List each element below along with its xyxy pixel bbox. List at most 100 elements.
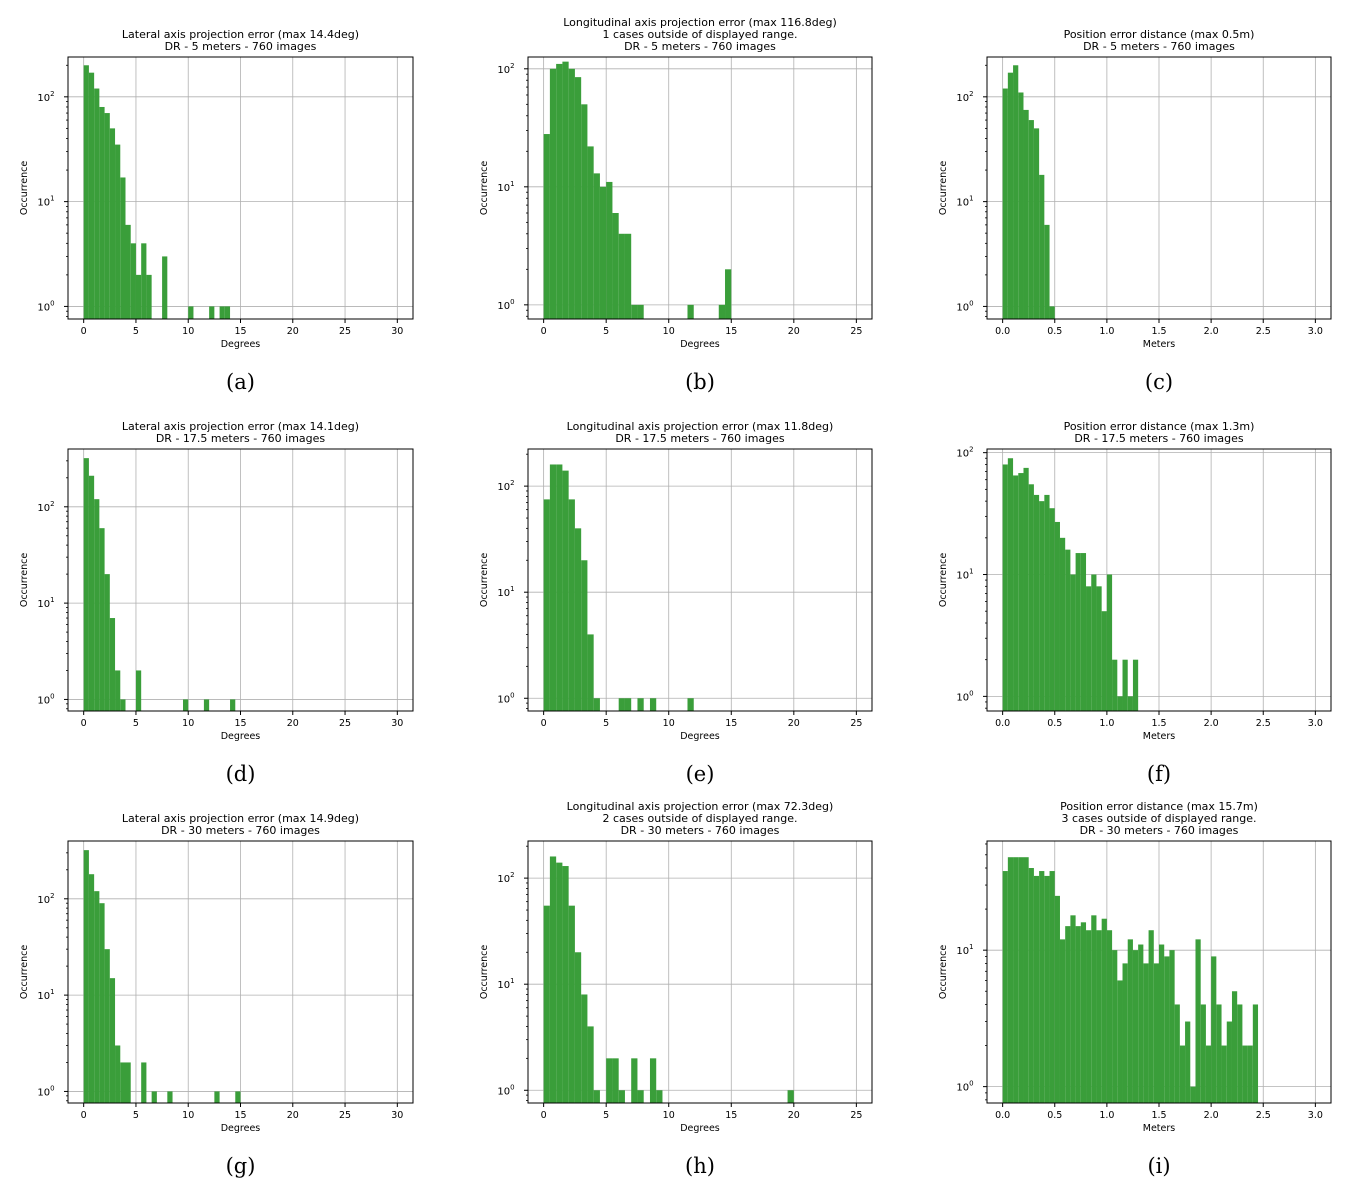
histogram-bar: [1252, 1004, 1259, 1103]
histogram-bar: [787, 1090, 794, 1103]
x-tick-label: 1.5: [1151, 718, 1166, 729]
chart-title: Lateral axis projection error (max 14.4d…: [122, 28, 359, 41]
histogram-bar: [1033, 875, 1040, 1103]
histogram-bar: [162, 256, 168, 319]
y-tick-label: 100: [956, 299, 973, 313]
histogram-bar: [593, 173, 600, 319]
subplot-d: 0 5 10 15 20 25 30 100 101 102 Degrees Occurrence La…: [19, 420, 414, 786]
histogram-bar: [549, 856, 557, 1103]
histogram-bar: [599, 186, 607, 319]
histogram-bar: [1106, 930, 1113, 1103]
x-tick-label: 3.0: [1308, 326, 1323, 337]
histogram-bar: [1044, 224, 1050, 319]
histogram-bar: [581, 104, 588, 319]
histogram-bar: [125, 224, 131, 319]
subplot-e: 0 5 10 15 20 25 100 101 102 Degrees Occurrence Long…: [479, 420, 873, 786]
y-axis-label: Occurrence: [19, 553, 30, 607]
histogram-bar: [1044, 494, 1050, 711]
x-tick-label: 10: [182, 1110, 194, 1121]
y-tick-label: 101: [37, 195, 54, 209]
subfigure-caption: (b): [685, 370, 715, 394]
x-tick-label: 20: [287, 1110, 299, 1121]
chart-title: 3 cases outside of displayed range.: [1062, 812, 1257, 825]
chart-title: DR - 30 meters - 760 images: [621, 824, 780, 837]
x-axis-label: Degrees: [680, 731, 720, 742]
x-tick-label: 0.0: [995, 1110, 1010, 1121]
histogram-bar: [141, 1062, 147, 1103]
histogram-bar: [235, 1091, 241, 1103]
histogram-bar: [1174, 1004, 1180, 1103]
x-tick-label: 1.5: [1151, 326, 1166, 337]
histogram-bar: [1200, 1004, 1206, 1103]
histogram-bar: [1185, 1021, 1191, 1103]
x-tick-label: 10: [663, 326, 675, 337]
histogram-bar: [593, 1090, 600, 1103]
histogram-bar: [1039, 174, 1045, 319]
histogram-bar: [1117, 980, 1123, 1103]
histogram-bar: [725, 269, 732, 319]
histogram-bar: [1044, 875, 1050, 1103]
histogram-bar: [1023, 467, 1029, 711]
x-tick-label: 2.5: [1256, 1110, 1271, 1121]
y-axis-label: Occurrence: [19, 945, 30, 999]
x-tick-label: 10: [182, 326, 194, 337]
histogram-bar: [631, 304, 638, 319]
x-tick-label: 15: [725, 326, 737, 337]
histogram-bar: [188, 306, 194, 319]
histogram-bar: [1122, 659, 1128, 711]
histogram-bar: [568, 905, 575, 1103]
x-axis-label: Meters: [1143, 731, 1176, 742]
y-axis-label: Occurrence: [479, 161, 490, 215]
histogram-bar: [1049, 306, 1055, 319]
histogram-bar: [130, 243, 136, 319]
histogram-bar: [1112, 659, 1118, 711]
histogram-bar: [1122, 963, 1128, 1103]
x-tick-label: 30: [391, 1110, 403, 1121]
x-tick-label: 30: [391, 718, 403, 729]
x-tick-label: 1.0: [1099, 326, 1114, 337]
x-tick-label: 0: [81, 326, 87, 337]
histogram-bar: [135, 274, 142, 319]
histogram-bar: [1013, 475, 1019, 711]
histogram-bar: [1242, 1045, 1248, 1103]
x-tick-label: 1.0: [1099, 1110, 1114, 1121]
histogram-bar: [1023, 109, 1029, 320]
histogram-bar: [83, 458, 89, 711]
histogram-bar: [1007, 857, 1014, 1103]
y-tick-label: 102: [956, 446, 973, 460]
y-tick-label: 102: [497, 62, 514, 76]
y-tick-label: 102: [497, 871, 514, 885]
chart-title: Position error distance (max 15.7m): [1060, 800, 1258, 813]
subplot-c: 0.0 0.5 1.0 1.5 2.0 2.5 3.0 100 101 102 Meters Occu…: [938, 28, 1332, 394]
histogram-bar: [637, 304, 644, 319]
histogram-bar: [88, 475, 95, 711]
histogram-bar: [1132, 950, 1139, 1103]
histogram-bar: [1096, 586, 1102, 711]
y-axis-label: Occurrence: [19, 161, 30, 215]
x-axis-label: Degrees: [680, 1123, 720, 1134]
histogram-bar: [94, 891, 100, 1103]
histogram-bar: [1059, 537, 1066, 711]
histogram-bar: [606, 181, 613, 319]
histogram-bar: [1190, 1086, 1196, 1103]
histogram-bar: [1033, 494, 1040, 711]
x-tick-label: 2.0: [1204, 326, 1219, 337]
x-tick-label: 0.0: [995, 326, 1010, 337]
subplot-b: 0 5 10 15 20 25 100 101 102 Degrees Occurrence Long…: [479, 16, 873, 394]
histogram-bar: [1086, 930, 1092, 1103]
histogram-bar: [1205, 1045, 1212, 1103]
histogram-bar: [587, 1026, 594, 1103]
histogram-bar: [1002, 464, 1008, 711]
histogram-bar: [1101, 918, 1107, 1103]
histogram-bar: [115, 144, 121, 319]
histogram-bar: [1195, 939, 1201, 1103]
histogram-bar: [120, 177, 126, 319]
x-tick-label: 0.5: [1047, 718, 1062, 729]
histogram-bar: [1153, 963, 1159, 1103]
histogram-bar: [656, 1090, 663, 1103]
chart-title: DR - 30 meters - 760 images: [1080, 824, 1239, 837]
histogram-bar: [99, 903, 105, 1103]
x-tick-label: 20: [788, 326, 800, 337]
histogram-bar: [1065, 926, 1071, 1103]
histogram-bar: [1075, 926, 1081, 1103]
